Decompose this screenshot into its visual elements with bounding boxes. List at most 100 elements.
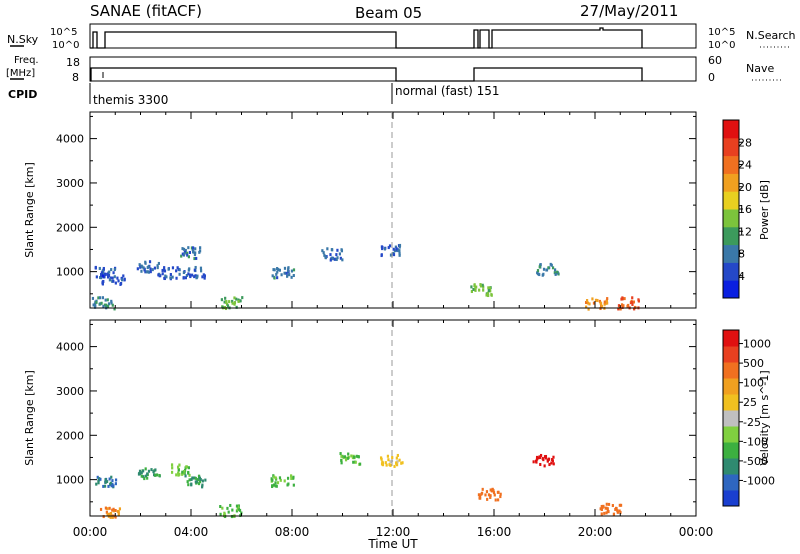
power-range-gate-cell (140, 264, 143, 268)
power-range-gate-cell (163, 269, 167, 273)
velocity-range-gate-cell (493, 493, 496, 497)
velocity-range-gate-cell (97, 481, 100, 485)
velocity-range-gate-cell (190, 477, 193, 481)
power-colorbar-swatch (723, 173, 739, 192)
velocity-range-gate-cell (605, 502, 608, 506)
velocity-range-gate-cell (292, 483, 295, 487)
velocity-range-gate-cell (138, 469, 142, 473)
velocity-range-gate-cell (142, 469, 145, 473)
power-range-gate-cell (394, 245, 397, 249)
velocity-range-gate-cell (340, 461, 343, 465)
power-range-gate-cell (109, 276, 112, 280)
velocity-range-gate-cell (552, 455, 555, 459)
power-range-gate-cell (103, 303, 106, 307)
velocity-range-gate-cell (499, 492, 502, 496)
power-range-gate-cell (163, 266, 166, 270)
velocity-range-gate-cell (616, 509, 619, 513)
power-range-gate-cell (276, 276, 279, 280)
power-range-gate-cell (112, 279, 115, 283)
power-range-gate-cell (178, 272, 181, 276)
velocity-range-gate-cell (181, 470, 184, 474)
velocity-range-gate-cell (144, 474, 148, 478)
velocity-colorbar-swatch (723, 346, 739, 363)
velocity-range-gate-cell (139, 472, 142, 476)
velocity-colorbar-swatch (723, 474, 739, 491)
power-y-tick-label: 1000 (56, 266, 84, 279)
velocity-range-gate-cell (146, 476, 149, 480)
velocity-range-gate-cell (198, 480, 202, 484)
power-range-gate-cell (553, 271, 556, 275)
power-range-gate-cell (161, 268, 164, 272)
power-range-gate-cell (194, 251, 197, 255)
power-range-gate-cell (280, 273, 283, 277)
power-range-gate-cell (537, 272, 540, 276)
power-range-gate-cell (189, 275, 192, 279)
cpid-row: CPID themis 3300 normal (fast) 151 (8, 83, 499, 107)
velocity-range-gate-cell (385, 463, 388, 467)
velocity-range-gate-cell (112, 509, 116, 513)
velocity-range-gate-cell (96, 475, 99, 479)
power-range-gate-cell (383, 247, 386, 251)
velocity-range-gate-cell (109, 512, 113, 516)
velocity-range-gate-cell (342, 456, 345, 460)
power-range-gate-cell (108, 278, 111, 282)
power-colorbar-tick-label: 24 (738, 159, 752, 172)
time-tick-label: 08:00 (275, 525, 310, 539)
nsearch-label: N.Search (746, 29, 796, 42)
velocity-range-gate-cell (181, 472, 184, 476)
velocity-range-gate-cell (386, 454, 390, 458)
velocity-range-gate-cell (235, 504, 239, 508)
power-range-gate-cell (110, 301, 113, 305)
velocity-colorbar-swatch (723, 458, 739, 475)
power-range-gate-cell (547, 266, 550, 270)
power-range-gate-cell (113, 268, 116, 272)
velocity-range-gate-cell (489, 494, 492, 498)
velocity-range-gate-cell (544, 454, 548, 458)
velocity-range-gate-cell (98, 477, 101, 481)
power-range-gate-cell (176, 266, 179, 270)
velocity-range-gate-cell (605, 506, 608, 510)
velocity-colorbar-swatch (723, 426, 739, 443)
power-range-gate-cell (194, 274, 197, 278)
velocity-range-gate-cell (154, 468, 157, 472)
velocity-range-gate-cell (102, 515, 105, 519)
power-range-gate-cell (588, 302, 591, 306)
freq-tick-low: 8 (72, 71, 79, 84)
velocity-range-gate-cell (178, 463, 181, 467)
power-range-gate-cell (474, 288, 477, 292)
velocity-range-gate-cell (618, 503, 621, 507)
power-range-gate-cell (603, 300, 606, 304)
power-range-gate-cell (486, 293, 489, 297)
velocity-range-gate-cell (538, 456, 542, 460)
power-range-gate-cell (193, 257, 196, 261)
date-label: 27/May/2011 (580, 2, 678, 20)
power-range-gate-cell (398, 249, 401, 253)
power-range-gate-cell (190, 246, 194, 250)
power-range-gate-cell (333, 257, 336, 261)
power-range-gate-cell (395, 247, 398, 251)
power-range-gate-cell (119, 282, 122, 286)
power-range-gate-cell (187, 272, 190, 276)
power-range-gate-cell (200, 269, 203, 273)
power-colorbar-tick-label: 16 (738, 203, 752, 216)
power-y-tick-label: 3000 (56, 177, 84, 190)
velocity-colorbar-frame (722, 329, 740, 507)
velocity-y-tick-label: 1000 (56, 474, 84, 487)
velocity-range-gate-cell (110, 475, 113, 479)
power-range-gate-cell (120, 276, 124, 280)
power-colorbar-swatch (723, 137, 739, 157)
power-range-gate-cell (599, 307, 602, 311)
velocity-range-gate-cell (543, 464, 546, 468)
power-range-gate-cell (149, 267, 152, 271)
power-range-gate-cell (100, 273, 103, 277)
velocity-range-gate-cell (487, 493, 491, 497)
power-range-gate-cell (220, 298, 223, 302)
velocity-range-gate-cell (109, 515, 112, 519)
velocity-range-gate-cell (278, 476, 282, 480)
power-range-gate-cell (275, 272, 278, 276)
velocity-range-gate-cell (344, 458, 348, 462)
power-range-gate-cell (101, 274, 105, 278)
power-range-gate-cell (223, 300, 226, 304)
power-range-gate-cell (321, 249, 324, 253)
velocity-range-gate-cell (143, 477, 146, 481)
